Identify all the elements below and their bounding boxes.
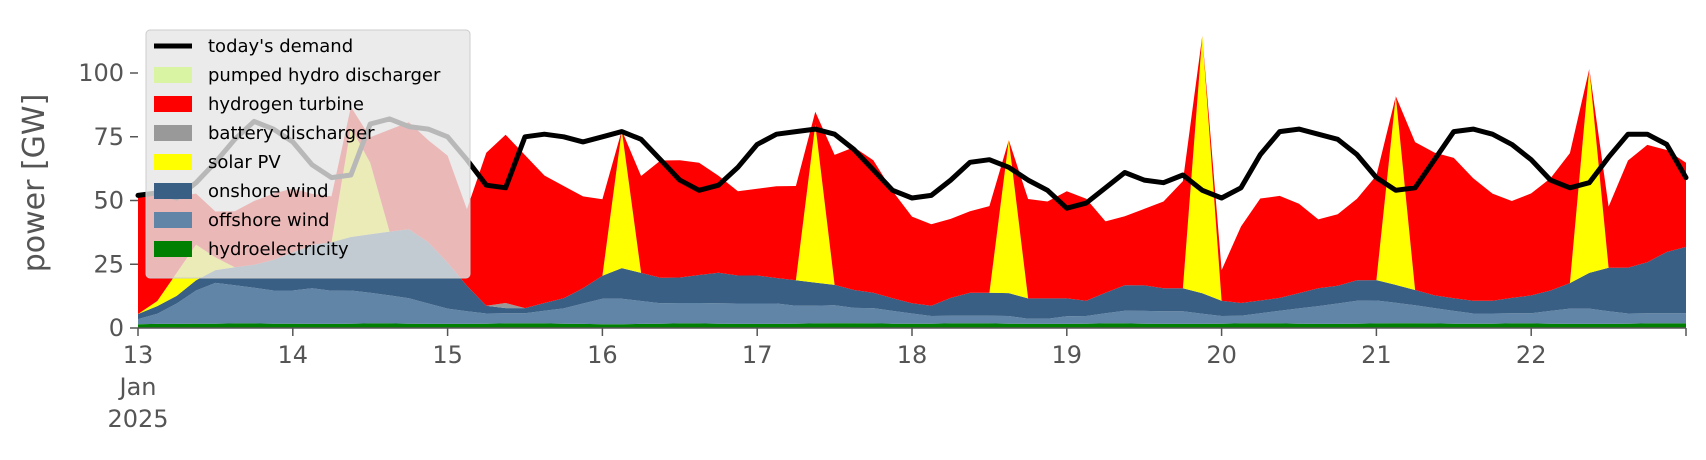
- legend-label-battery-discharger: battery discharger: [208, 123, 375, 144]
- stacked-areas: [138, 35, 1686, 328]
- area-hydroelectricity: [138, 323, 1686, 328]
- y-tick-label: 50: [93, 187, 124, 215]
- area-offshore-wind: [138, 282, 1686, 325]
- legend: today's demand pumped hydro discharger hyd…: [145, 29, 471, 279]
- x-tick-label-year: 2025: [107, 405, 168, 433]
- legend-swatch-hydrogen-turbine: [154, 96, 192, 112]
- y-tick-label: 25: [93, 250, 124, 278]
- legend-swatch-battery-discharger: [154, 125, 192, 141]
- y-tick-label: 100: [78, 59, 124, 87]
- x-tick-label: 22: [1516, 341, 1547, 369]
- area-onshore-wind: [138, 229, 1686, 320]
- y-tick-label: 75: [93, 123, 124, 151]
- y-tick-label: 0: [109, 314, 124, 342]
- area-hydrogen-turbine: [138, 35, 1686, 315]
- x-tick-label: 18: [897, 341, 928, 369]
- x-tick-label: 14: [278, 341, 309, 369]
- x-tick-label: 20: [1206, 341, 1237, 369]
- legend-label-hydrogen-turbine: hydrogen turbine: [208, 94, 364, 115]
- x-tick-label: 19: [1052, 341, 1083, 369]
- legend-label-today-s-demand: today's demand: [208, 36, 353, 57]
- legend-swatch-offshore-wind: [154, 212, 192, 228]
- x-tick-label-month: Jan: [118, 373, 157, 401]
- x-tick-label: 13: [123, 341, 154, 369]
- legend-label-solar-pv: solar PV: [208, 152, 281, 173]
- legend-label-onshore-wind: onshore wind: [208, 181, 329, 202]
- axes: 0 25 50 75 100 13 Jan 2025 14 15 16 17 18 19 20 21 22: [78, 59, 1687, 433]
- x-tick-label: 16: [587, 341, 618, 369]
- legend-swatch-pumped-hydro-discharger: [154, 67, 192, 83]
- legend-swatch-onshore-wind: [154, 183, 192, 199]
- legend-swatch-hydroelectricity: [154, 241, 192, 257]
- legend-label-offshore-wind: offshore wind: [208, 210, 330, 231]
- x-tick-label: 15: [432, 341, 463, 369]
- x-tick-label: 21: [1361, 341, 1392, 369]
- legend-label-hydroelectricity: hydroelectricity: [208, 239, 349, 260]
- legend-box: [145, 29, 471, 279]
- y-axis-label: power [GW]: [17, 94, 52, 273]
- legend-label-pumped-hydro-discharger: pumped hydro discharger: [208, 65, 441, 86]
- x-tick-label: 17: [742, 341, 773, 369]
- legend-swatch-solar-pv: [154, 154, 192, 170]
